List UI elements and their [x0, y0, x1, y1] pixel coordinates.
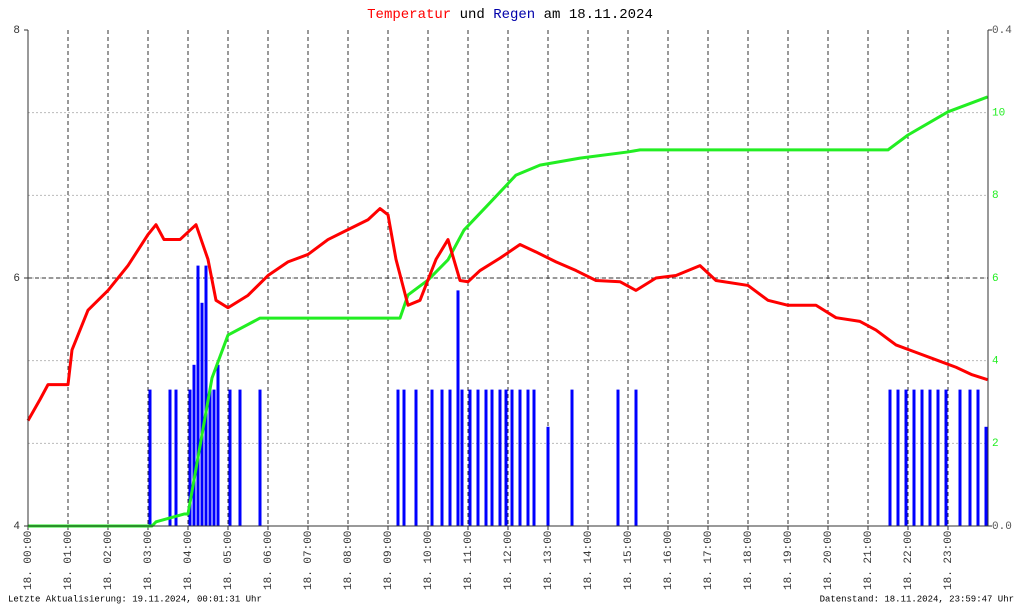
bar: [912, 389, 916, 526]
bar: [456, 290, 460, 526]
bar: [532, 389, 536, 526]
y-tick-label: 4: [13, 521, 20, 533]
bar: [510, 389, 514, 526]
bar: [928, 389, 932, 526]
bar: [504, 389, 508, 526]
x-tick-label: 18. 13:00: [543, 531, 555, 590]
bar: [414, 389, 418, 526]
bar: [192, 364, 196, 526]
bar: [518, 389, 522, 526]
x-tick-label: 18. 08:00: [343, 531, 355, 590]
x-tick-label: 18. 04:00: [183, 531, 195, 590]
title-part: Regen: [493, 7, 535, 23]
bar: [546, 426, 550, 526]
x-tick-label: 18. 17:00: [703, 531, 715, 590]
bar: [936, 389, 940, 526]
title-part: und: [460, 7, 485, 23]
y3-tick-label: 6: [992, 273, 999, 285]
footer-left: Letzte Aktualisierung: 19.11.2024, 00:01…: [8, 594, 262, 604]
x-tick-label: 18. 22:00: [903, 531, 915, 590]
y3-tick-label: 4: [992, 356, 999, 368]
y3-tick-label: 8: [992, 190, 999, 202]
x-tick-label: 18. 20:00: [823, 531, 835, 590]
bar: [200, 302, 204, 526]
bar: [896, 389, 900, 526]
x-tick-label: 18. 19:00: [783, 531, 795, 590]
bar: [616, 389, 620, 526]
bar: [440, 389, 444, 526]
x-tick-label: 18. 11:00: [463, 531, 475, 590]
bar: [448, 389, 452, 526]
title-part: am 18.11.2024: [544, 7, 653, 23]
bar: [888, 389, 892, 526]
bar: [258, 389, 262, 526]
bar: [216, 364, 220, 526]
bar: [476, 389, 480, 526]
bar: [396, 389, 400, 526]
x-tick-label: 18. 16:00: [663, 531, 675, 590]
x-tick-label: 18. 07:00: [303, 531, 315, 590]
bar: [468, 389, 472, 526]
y-tick-label: 6: [13, 273, 20, 285]
x-tick-label: 18. 00:00: [23, 531, 35, 590]
bar: [228, 389, 232, 526]
bar: [634, 389, 638, 526]
bar: [188, 389, 192, 526]
x-tick-label: 18. 14:00: [583, 531, 595, 590]
bar: [976, 389, 980, 526]
bar: [212, 389, 216, 526]
bar: [430, 389, 434, 526]
x-tick-label: 18. 21:00: [863, 531, 875, 590]
x-tick-label: 18. 10:00: [423, 531, 435, 590]
chart-title: Temperatur und Regen am 18.11.2024: [367, 7, 653, 23]
bar: [208, 389, 212, 526]
bar: [570, 389, 574, 526]
bar: [920, 389, 924, 526]
x-tick-label: 18. 09:00: [383, 531, 395, 590]
y3-tick-label: 2: [992, 438, 999, 450]
bar: [498, 389, 502, 526]
bar: [968, 389, 972, 526]
x-tick-label: 18. 15:00: [623, 531, 635, 590]
x-tick-label: 18. 18:00: [743, 531, 755, 590]
bar: [168, 389, 172, 526]
line: [26, 207, 989, 422]
x-tick-label: 18. 03:00: [143, 531, 155, 590]
bar: [402, 389, 406, 526]
x-tick-label: 18. 01:00: [63, 531, 75, 590]
bar: [904, 389, 908, 526]
line: [28, 95, 989, 528]
bar: [148, 389, 152, 526]
y-tick-label: 8: [13, 25, 20, 37]
x-tick-label: 18. 05:00: [223, 531, 235, 590]
x-tick-label: 18. 06:00: [263, 531, 275, 590]
x-tick-label: 18. 23:00: [943, 531, 955, 590]
x-tick-label: 18. 12:00: [503, 531, 515, 590]
bar: [526, 389, 530, 526]
y2-tick-label: 0.0: [992, 521, 1012, 533]
title-part: Temperatur: [367, 7, 451, 23]
bar: [490, 389, 494, 526]
bar: [196, 265, 200, 526]
y3-tick-label: 10: [992, 108, 1005, 120]
x-tick-label: 18. 02:00: [103, 531, 115, 590]
bar: [238, 389, 242, 526]
y2-tick-label: 0.4: [992, 25, 1012, 37]
bar: [484, 389, 488, 526]
bar: [204, 265, 208, 526]
bar: [984, 426, 988, 526]
bar: [174, 389, 178, 526]
bar: [460, 389, 464, 526]
bar: [958, 389, 962, 526]
bar: [944, 389, 948, 526]
footer-right: Datenstand: 18.11.2024, 23:59:47 Uhr: [820, 594, 1014, 604]
